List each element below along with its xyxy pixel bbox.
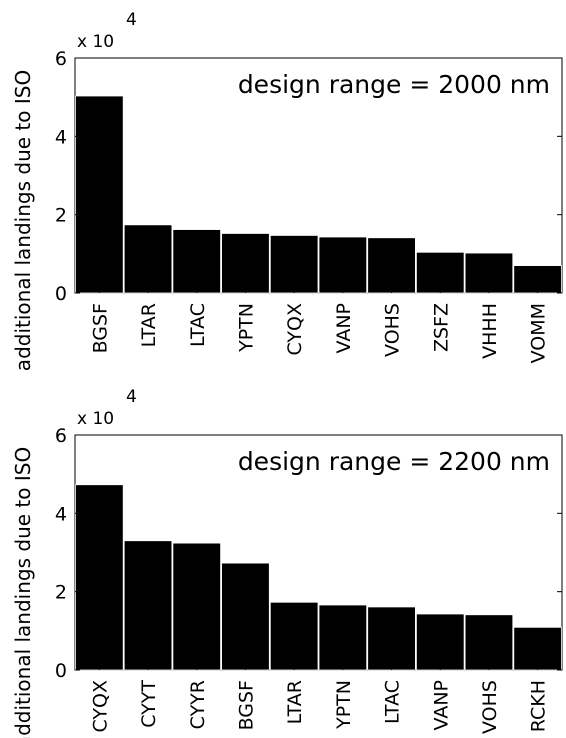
x-tick-label: LTAC — [187, 303, 209, 347]
bar — [464, 614, 514, 671]
bar — [415, 613, 465, 671]
chart-panel-1: 0 2 4 6 BGSF LTAR LTAC YPTN CYQX VANP VOHS ZSFZ VHHH… — [11, 10, 563, 371]
y-tick-label: 4 — [55, 126, 67, 148]
x-tick-label: YPTN — [333, 680, 355, 730]
x-tick-label: LTAR — [138, 303, 160, 347]
bar — [318, 604, 368, 671]
bar — [367, 237, 416, 294]
y-axis-label: additional landings due to ISO — [11, 447, 35, 738]
x-tick-label: VOMM — [528, 303, 550, 363]
x-tick-label: CYYR — [187, 680, 209, 729]
scale-exponent: 4 — [126, 387, 137, 407]
axes-frame — [74, 57, 563, 294]
y-tick-label: 0 — [55, 660, 67, 682]
y-tick-label: 6 — [55, 425, 67, 447]
x-tick-label: CYYT — [138, 680, 160, 728]
y-tick-label: 4 — [55, 503, 67, 525]
bar — [123, 224, 173, 294]
chart-panel-2: 0 2 4 6 CYQX CYYT CYYR BGSF LTAR YPTN LTAC VANP VOHS… — [11, 387, 563, 738]
x-tick-label: CYQX — [89, 680, 111, 733]
bar — [318, 236, 368, 294]
x-tick-label: VANP — [333, 303, 355, 353]
chart-title: design range = 2000 nm — [238, 70, 550, 99]
x-tick-label: VOHS — [382, 303, 404, 357]
x-tick-label: LTAR — [284, 680, 306, 724]
y-axis-label: additional landings due to ISO — [11, 70, 35, 371]
x-tick-label: BGSF — [89, 303, 111, 353]
x-tick-label: LTAC — [382, 680, 404, 724]
scale-label: x 10 — [77, 32, 114, 52]
x-tick-label: RCKH — [528, 680, 550, 732]
bar — [75, 95, 124, 294]
bar — [464, 252, 514, 294]
bar — [75, 484, 124, 671]
y-tick-label: 6 — [55, 48, 67, 70]
x-tick-label: CYQX — [284, 303, 306, 356]
bar — [172, 542, 221, 671]
bar — [221, 562, 270, 671]
bar — [221, 233, 270, 294]
x-tick-label: VHHH — [479, 303, 501, 359]
bar — [513, 626, 562, 671]
y-tick-label: 2 — [55, 205, 67, 227]
bar — [123, 540, 173, 671]
bar — [269, 235, 319, 294]
y-tick-label: 0 — [55, 283, 67, 305]
y-tick-label: 2 — [55, 582, 67, 604]
x-tick-label: VANP — [430, 680, 452, 730]
x-tick-label: BGSF — [235, 680, 257, 730]
axes-frame — [74, 434, 563, 671]
chart-title: design range = 2200 nm — [238, 447, 550, 476]
bar — [367, 606, 416, 671]
bar — [172, 229, 221, 294]
x-tick-label: VOHS — [479, 680, 501, 734]
x-tick-label: YPTN — [235, 303, 257, 353]
scale-exponent: 4 — [126, 10, 137, 30]
scale-label: x 10 — [77, 409, 114, 429]
x-tick-label: ZSFZ — [430, 303, 452, 352]
bar — [269, 601, 319, 671]
bar — [415, 251, 465, 294]
